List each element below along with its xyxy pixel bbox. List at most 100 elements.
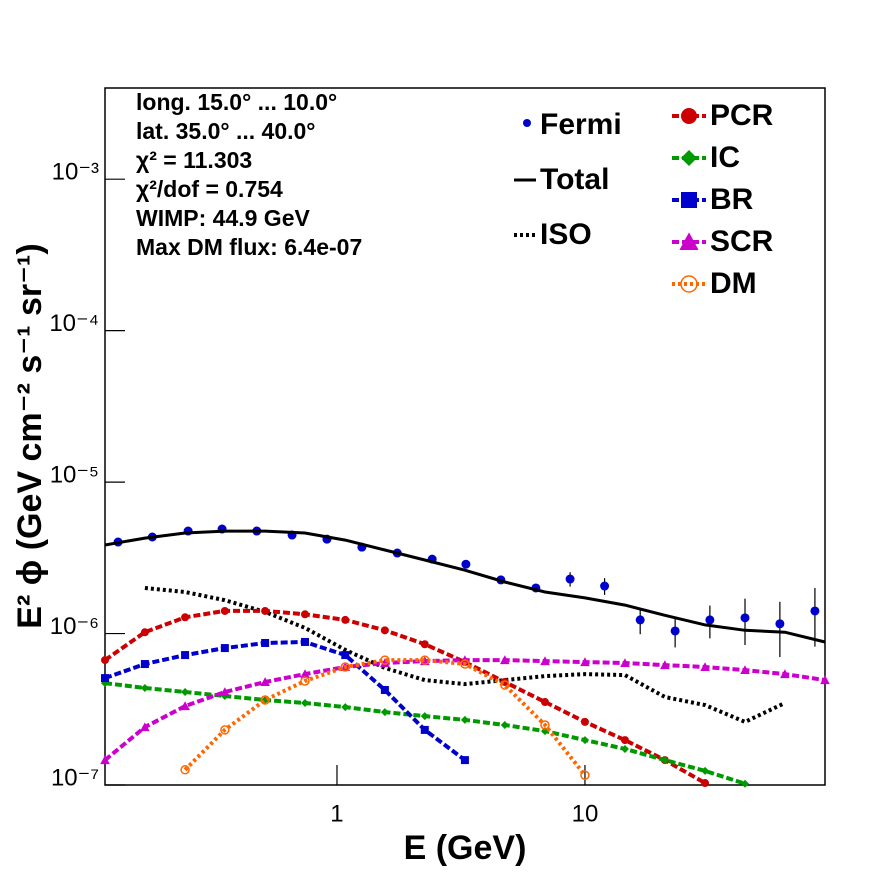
marker <box>741 779 750 788</box>
marker <box>420 712 429 721</box>
marker <box>740 665 750 675</box>
marker <box>341 615 350 624</box>
marker <box>499 655 510 665</box>
marker <box>420 640 429 649</box>
x-tick-label: 10 <box>572 800 599 827</box>
legend-marker <box>680 275 698 293</box>
marker <box>100 755 110 765</box>
marker <box>341 703 350 712</box>
marker <box>460 659 470 669</box>
legend-marker <box>681 150 697 166</box>
marker <box>341 651 350 660</box>
marker <box>300 698 309 707</box>
legend-label: Fermi <box>540 108 622 141</box>
legend-label: IC <box>710 141 740 174</box>
marker <box>740 613 750 623</box>
legend-label: ISO <box>540 218 592 251</box>
marker <box>620 658 630 668</box>
marker <box>380 658 390 668</box>
marker <box>181 651 190 660</box>
marker <box>700 662 710 672</box>
info-text: long. 15.0° ... 10.0° <box>136 89 337 115</box>
marker <box>181 613 190 622</box>
curve <box>104 529 826 644</box>
marker <box>460 756 469 765</box>
marker <box>300 669 310 679</box>
y-tick-label: 10⁻³ <box>52 159 99 186</box>
marker <box>140 628 149 637</box>
marker <box>220 725 230 735</box>
marker <box>701 779 710 788</box>
marker <box>380 626 389 635</box>
marker <box>660 660 670 670</box>
y-tick-label: 10⁻⁴ <box>49 310 99 337</box>
marker <box>775 619 785 629</box>
marker <box>180 765 190 775</box>
y-tick-label: 10⁻⁶ <box>50 613 99 640</box>
marker <box>670 626 680 636</box>
marker <box>540 656 550 666</box>
marker <box>660 756 669 765</box>
marker <box>540 720 550 730</box>
legend-label: BR <box>710 183 754 216</box>
marker <box>300 637 309 646</box>
marker <box>380 655 390 665</box>
curve <box>103 608 707 785</box>
marker <box>620 744 629 753</box>
marker <box>580 717 589 726</box>
marker <box>540 698 549 707</box>
y-tick-label: 10⁻⁷ <box>51 764 99 791</box>
marker <box>340 662 351 672</box>
marker <box>140 683 149 692</box>
legend-marker <box>681 192 697 208</box>
marker <box>620 736 629 745</box>
marker <box>140 722 150 732</box>
marker <box>635 615 645 625</box>
marker <box>780 669 790 679</box>
legend-label: Total <box>540 163 609 196</box>
marker <box>580 770 590 780</box>
marker <box>380 685 389 694</box>
legend-marker <box>523 119 531 127</box>
info-text: χ² = 11.303 <box>136 147 252 173</box>
marker <box>181 688 190 697</box>
marker <box>810 606 820 616</box>
marker <box>580 657 590 667</box>
legend-marker <box>679 232 699 250</box>
marker <box>180 701 190 711</box>
marker <box>261 639 270 648</box>
marker <box>500 680 510 690</box>
marker <box>260 677 270 686</box>
marker <box>101 674 109 683</box>
marker <box>140 660 149 669</box>
info-text: lat. 35.0° ... 40.0° <box>136 118 316 144</box>
marker <box>600 581 610 591</box>
marker <box>460 715 469 724</box>
info-text: Max DM flux: 6.4e-07 <box>136 234 362 260</box>
x-tick-label: 1 <box>330 800 343 827</box>
marker <box>820 675 830 685</box>
marker <box>380 708 389 717</box>
legend-marker <box>681 108 697 124</box>
marker <box>220 687 230 697</box>
info-text: χ²/dof = 0.754 <box>136 176 283 202</box>
marker <box>580 736 589 745</box>
marker <box>220 644 229 653</box>
legend-label: SCR <box>710 225 774 258</box>
y-axis-title: E² ϕ (GeV cm⁻² s⁻¹ sr⁻¹) <box>11 243 49 628</box>
marker <box>705 615 715 625</box>
marker <box>300 610 309 619</box>
y-tick-label: 10⁻⁵ <box>50 461 99 488</box>
info-text: WIMP: 44.9 GeV <box>136 205 310 231</box>
marker <box>300 676 310 686</box>
marker <box>461 559 471 569</box>
marker <box>565 574 575 584</box>
x-axis-title: E (GeV) <box>404 829 527 867</box>
marker <box>500 720 509 729</box>
marker <box>260 695 270 705</box>
marker <box>261 606 270 615</box>
curve <box>104 639 467 762</box>
legend-label: DM <box>710 267 757 300</box>
curve <box>103 658 826 762</box>
